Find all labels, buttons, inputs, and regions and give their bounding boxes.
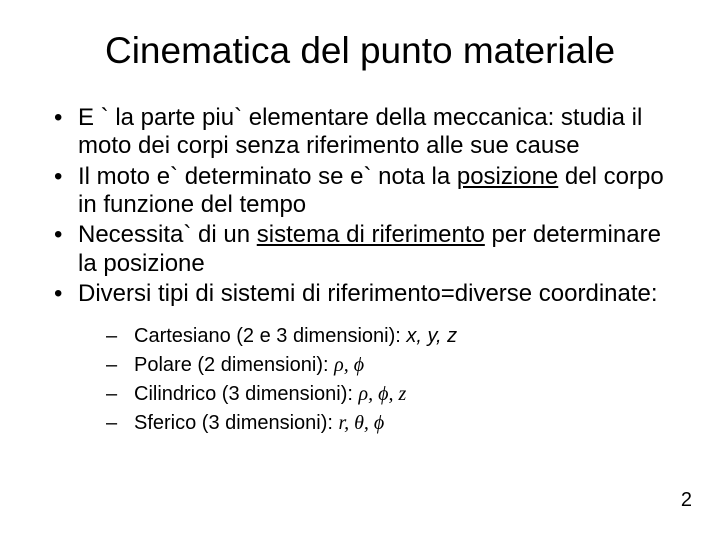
bullet-item: Necessita` di un sistema di riferimento … <box>50 221 670 278</box>
bullet-item: E ` la parte piu` elementare della mecca… <box>50 104 670 161</box>
bullet-underline: posizione <box>457 163 558 190</box>
sub-item: Polare (2 dimensioni): ρ, ϕ <box>106 351 670 380</box>
sub-item: Cilindrico (3 dimensioni): ρ, ϕ, z <box>106 380 670 409</box>
bullet-text: E ` la parte piu` elementare della mecca… <box>78 104 642 159</box>
sub-list: Cartesiano (2 e 3 dimensioni): x, y, z P… <box>50 322 670 438</box>
bullet-text: Il moto e` determinato se e` nota la <box>78 163 457 190</box>
sub-vars: ρ, ϕ, z <box>359 383 407 405</box>
sub-label: Polare (2 dimensioni): <box>134 354 334 376</box>
bullet-text: Diversi tipi di sistemi di riferimento=d… <box>78 280 658 307</box>
sub-vars: r, θ, ϕ <box>339 412 385 434</box>
sub-label: Cilindrico (3 dimensioni): <box>134 383 359 405</box>
bullet-text: Necessita` di un <box>78 221 257 248</box>
slide: Cinematica del punto materiale E ` la pa… <box>0 0 720 540</box>
sub-label: Sferico (3 dimensioni): <box>134 412 339 434</box>
bullet-item: Diversi tipi di sistemi di riferimento=d… <box>50 280 670 308</box>
page-number: 2 <box>681 489 692 512</box>
sub-vars: x, y, z <box>406 325 457 347</box>
sub-item: Cartesiano (2 e 3 dimensioni): x, y, z <box>106 322 670 351</box>
bullet-list: E ` la parte piu` elementare della mecca… <box>50 104 670 308</box>
sub-label: Cartesiano (2 e 3 dimensioni): <box>134 325 406 347</box>
sub-item: Sferico (3 dimensioni): r, θ, ϕ <box>106 409 670 438</box>
slide-title: Cinematica del punto materiale <box>50 30 670 72</box>
bullet-item: Il moto e` determinato se e` nota la pos… <box>50 163 670 220</box>
bullet-underline: sistema di riferimento <box>257 221 485 248</box>
sub-vars: ρ, ϕ <box>334 354 364 376</box>
